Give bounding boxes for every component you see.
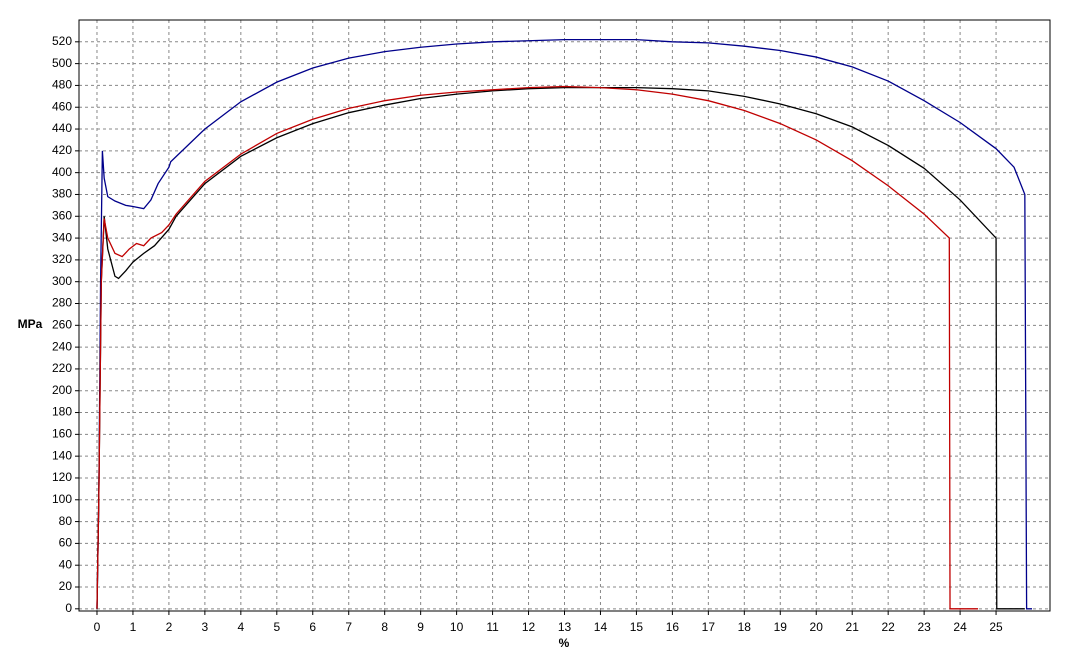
y-tick-label: 20 xyxy=(59,579,73,593)
x-tick-label: 12 xyxy=(522,620,536,634)
y-tick-label: 0 xyxy=(65,601,72,615)
x-tick-label: 4 xyxy=(237,620,244,634)
y-tick-label: 240 xyxy=(52,339,72,353)
y-tick-label: 300 xyxy=(52,274,72,288)
x-tick-label: 2 xyxy=(166,620,173,634)
y-tick-label: 120 xyxy=(52,470,72,484)
y-axis-label: MPa xyxy=(18,317,43,331)
plot-frame xyxy=(78,19,1051,612)
x-tick-label: 9 xyxy=(417,620,424,634)
x-tick-label: 21 xyxy=(846,620,860,634)
x-tick-label: 22 xyxy=(881,620,895,634)
y-tick-label: 320 xyxy=(52,252,72,266)
x-tick-label: 14 xyxy=(594,620,608,634)
x-tick-label: 25 xyxy=(989,620,1003,634)
x-tick-label: 13 xyxy=(558,620,572,634)
x-tick-label: 18 xyxy=(738,620,752,634)
x-tick-label: 24 xyxy=(953,620,967,634)
x-tick-label: 0 xyxy=(94,620,101,634)
y-tick-label: 80 xyxy=(59,514,73,528)
y-tick-label: 480 xyxy=(52,78,72,92)
x-tick-label: 1 xyxy=(130,620,137,634)
x-tick-label: 19 xyxy=(774,620,788,634)
x-tick-label: 23 xyxy=(917,620,931,634)
y-tick-label: 440 xyxy=(52,121,72,135)
x-tick-label: 10 xyxy=(450,620,464,634)
x-axis-label: % xyxy=(559,636,570,650)
y-tick-label: 200 xyxy=(52,383,72,397)
x-tick-label: 11 xyxy=(486,620,499,634)
y-tick-label: 160 xyxy=(52,427,72,441)
y-tick-label: 60 xyxy=(59,536,73,550)
x-tick-label: 5 xyxy=(273,620,280,634)
y-tick-label: 460 xyxy=(52,99,72,113)
y-tick-label: 280 xyxy=(52,296,72,310)
x-tick-label: 20 xyxy=(810,620,824,634)
series-line xyxy=(96,38,1033,610)
x-tick-label: 3 xyxy=(202,620,209,634)
y-tick-label: 500 xyxy=(52,56,72,70)
y-tick-label: 520 xyxy=(52,34,72,48)
series-line xyxy=(96,86,1025,610)
y-tick-label: 260 xyxy=(52,317,72,331)
series-line xyxy=(96,85,979,610)
y-tick-label: 220 xyxy=(52,361,72,375)
x-tick-label: 8 xyxy=(381,620,388,634)
y-tick-label: 100 xyxy=(52,492,72,506)
y-tick-label: 400 xyxy=(52,165,72,179)
y-tick-label: 40 xyxy=(59,557,73,571)
y-tick-label: 380 xyxy=(52,187,72,201)
y-tick-label: 420 xyxy=(52,143,72,157)
x-tick-label: 6 xyxy=(309,620,316,634)
y-tick-label: 180 xyxy=(52,405,72,419)
y-tick-label: 140 xyxy=(52,448,72,462)
x-tick-label: 7 xyxy=(345,620,352,634)
y-tick-label: 340 xyxy=(52,230,72,244)
x-tick-label: 15 xyxy=(630,620,644,634)
x-tick-label: 17 xyxy=(702,620,716,634)
x-tick-label: 16 xyxy=(666,620,680,634)
y-tick-label: 360 xyxy=(52,208,72,222)
